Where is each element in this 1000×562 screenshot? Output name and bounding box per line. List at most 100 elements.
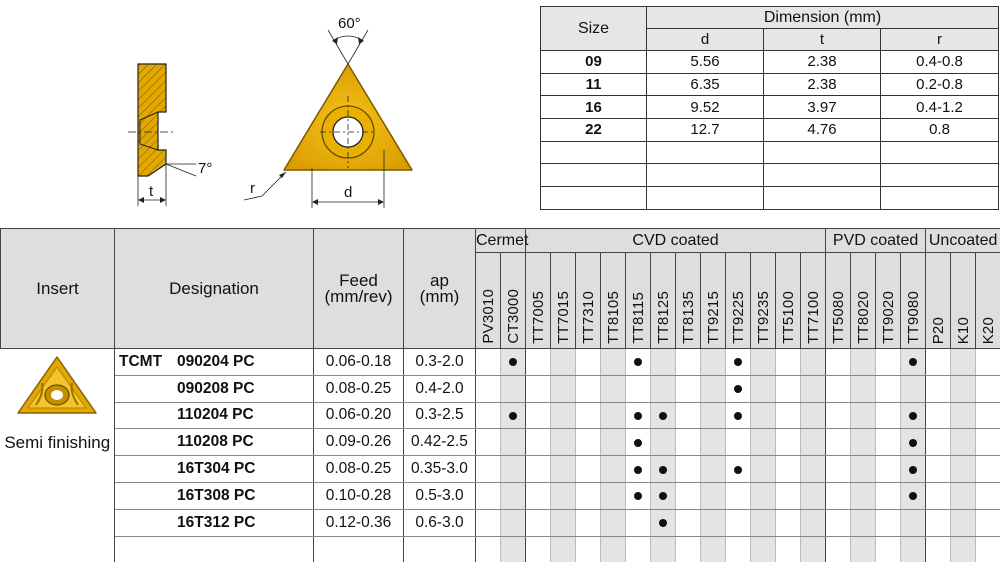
availability-dot-icon — [909, 358, 918, 367]
grade-cell-ct3000 — [500, 402, 527, 430]
grade-cell-k20 — [975, 428, 1000, 457]
availability-dot-icon — [634, 438, 643, 447]
grade-cell-k20 — [975, 455, 1000, 483]
grade-cell-ct3000 — [500, 482, 527, 510]
grade-cell-p20 — [925, 536, 952, 562]
grade-cell-tt9215 — [700, 402, 727, 430]
dimension-cell-r — [879, 186, 1000, 210]
grade-cell-tt5080 — [825, 375, 852, 403]
ap-cell: 0.5-3.0 — [403, 482, 476, 510]
grade-cell-tt9020 — [875, 455, 902, 483]
grade-table: Insert Designation Feed (mm/rev) ap (mm)… — [0, 228, 1000, 562]
grade-cell-k20 — [975, 536, 1000, 562]
grade-cell-tt9020 — [875, 482, 902, 510]
grade-cell-pv3010 — [475, 402, 501, 430]
grade-cell-pv3010 — [475, 455, 501, 483]
insert-drawings: 7° t 60° d r — [128, 15, 413, 208]
ap-header-unit: (mm) — [419, 286, 460, 306]
r-dimension-label: r — [250, 180, 255, 197]
grade-cell-tt9215 — [700, 348, 727, 376]
dimension-row — [540, 140, 1000, 165]
ap-header-label: ap — [430, 270, 449, 290]
grade-cell-tt8020 — [850, 375, 877, 403]
dimension-cell-size — [540, 163, 647, 188]
grade-table-row: Semi finishing TCMT 090204 PC 0.06-0.18 0.3-… — [0, 348, 1000, 562]
grade-cell-p20 — [925, 348, 952, 376]
availability-dot-icon — [634, 411, 643, 420]
dimension-cell-r: 0.4-0.8 — [879, 50, 1000, 74]
grade-cell-k20 — [975, 509, 1000, 537]
grade-cell-tt7100 — [800, 455, 827, 483]
grade-header-label: TT7005 — [529, 291, 547, 344]
availability-dot-icon — [509, 358, 517, 367]
dimension-cell-size — [540, 186, 647, 210]
grade-header-tt8135: TT8135 — [675, 252, 702, 349]
side-view-drawing: 7° t — [128, 63, 212, 206]
grade-cell-tt7005 — [525, 348, 552, 376]
grade-cell-tt5080 — [825, 509, 852, 537]
ap-cell: 0.3-2.0 — [403, 348, 476, 376]
availability-dot-icon — [734, 465, 743, 474]
grade-cell-tt7310 — [575, 402, 602, 430]
grade-header-label: TT7310 — [579, 291, 597, 344]
grade-cell-tt7100 — [800, 509, 827, 537]
grade-cell-tt9225 — [725, 536, 752, 562]
grade-header-tt8020: TT8020 — [850, 252, 877, 349]
grade-table-row — [1, 536, 1000, 562]
grade-cell-tt7005 — [525, 482, 552, 510]
grade-cell-tt9020 — [875, 375, 902, 403]
designation-cell: 110208 PC — [114, 428, 314, 457]
availability-dot-icon — [659, 465, 668, 474]
availability-dot-icon — [509, 411, 517, 420]
grade-cell-tt7005 — [525, 536, 552, 562]
grade-cell-tt8115 — [625, 482, 652, 510]
grade-header-tt9080: TT9080 — [900, 252, 927, 349]
grade-cell-tt9215 — [700, 482, 727, 510]
grade-table-wrapper: Insert Designation Feed (mm/rev) ap (mm)… — [0, 228, 1000, 562]
grade-cell-tt9020 — [875, 536, 902, 562]
grade-cell-pv3010 — [475, 375, 501, 403]
grade-cell-tt9215 — [700, 428, 727, 457]
grade-cell-tt7100 — [800, 482, 827, 510]
ap-cell: 0.42-2.5 — [403, 428, 476, 457]
feed-cell: 0.10-0.28 — [313, 482, 404, 510]
availability-dot-icon — [734, 411, 743, 420]
grade-cell-ct3000 — [500, 428, 527, 457]
grade-cell-tt7310 — [575, 348, 602, 376]
grade-cell-tt8020 — [850, 509, 877, 537]
ap-cell: 0.3-2.5 — [403, 402, 476, 430]
dimension-cell-d: 5.56 — [646, 50, 764, 74]
grade-cell-p20 — [925, 455, 952, 483]
grade-cell-tt8135 — [675, 455, 702, 483]
d-dimension-label: d — [344, 184, 352, 201]
grade-group-cvd-coated: CVD coated — [525, 228, 827, 253]
availability-dot-icon — [909, 465, 918, 474]
grade-header-label: TT8125 — [654, 291, 672, 344]
grade-cell-p20 — [925, 509, 952, 537]
grade-cell-k20 — [975, 402, 1000, 430]
grade-cell-tt8115 — [625, 375, 652, 403]
grade-cell-k10 — [950, 375, 977, 403]
ap-cell: 0.4-2.0 — [403, 375, 476, 403]
designation-cell: 16T312 PC — [114, 509, 314, 537]
grade-cell-tt7100 — [800, 375, 827, 403]
grade-cell-tt9080 — [900, 428, 927, 457]
grade-cell-tt9020 — [875, 428, 902, 457]
grade-cell-k10 — [950, 482, 977, 510]
grade-cell-tt5080 — [825, 536, 852, 562]
grade-cell-tt5100 — [775, 348, 802, 376]
grade-header-label: TT9235 — [754, 291, 772, 344]
grade-table-row: 16T308 PC 0.10-0.28 0.5-3.0 — [1, 482, 1000, 510]
availability-dot-icon — [634, 465, 643, 474]
size-header: Size — [540, 6, 647, 51]
grade-header-tt9215: TT9215 — [700, 252, 727, 349]
dimension-cell-size: 22 — [540, 118, 647, 142]
grade-cell-k10 — [950, 428, 977, 457]
dimension-cell-size: 16 — [540, 95, 647, 120]
grade-cell-p20 — [925, 375, 952, 403]
grade-cell-ct3000 — [500, 348, 527, 376]
grade-cell-k10 — [950, 348, 977, 376]
dimension-cell-r: 0.8 — [879, 118, 1000, 142]
grade-cell-tt7015 — [550, 402, 577, 430]
availability-dot-icon — [909, 438, 918, 447]
